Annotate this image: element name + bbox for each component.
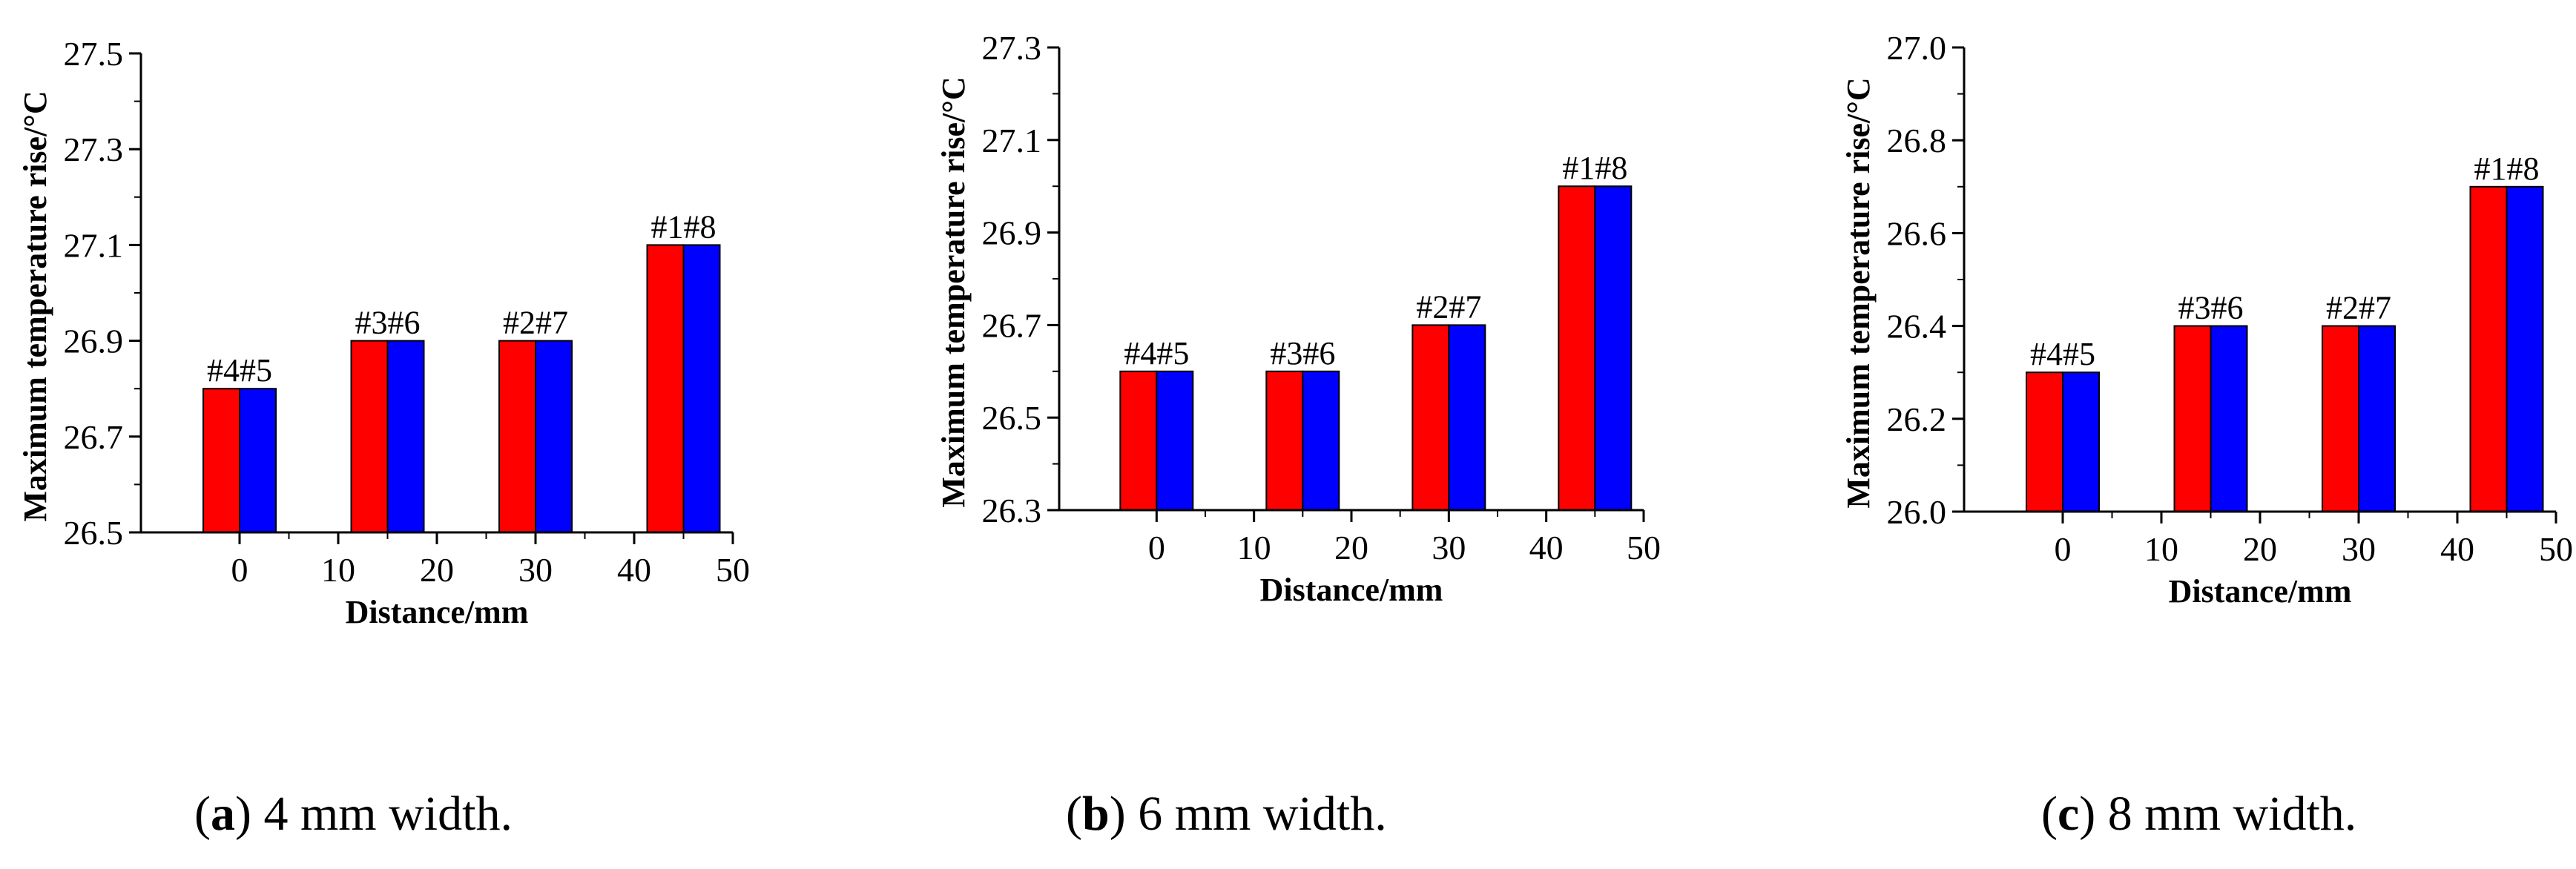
chart-b-ytick-label-1: 26.5 xyxy=(982,399,1042,437)
chart-b-xtick-label-3: 30 xyxy=(1432,529,1466,566)
chart-c-bar-2-a xyxy=(2322,325,2359,512)
chart-c-xtick-label-5: 50 xyxy=(2539,530,2573,568)
caption-a-label: a xyxy=(210,787,235,841)
chart-a-xtick-label-1: 10 xyxy=(321,551,355,589)
chart-c-ytick-label-1: 26.2 xyxy=(1887,400,1947,438)
chart-a-bar-label-1: #3#6 xyxy=(355,305,421,341)
chart-a-bar-0-a xyxy=(202,388,240,534)
chart-c-ylabel: Maximum temperature rise/°C xyxy=(1840,77,1877,508)
chart-a-xtick-label-4: 40 xyxy=(617,551,651,589)
chart-a-bar-1-b xyxy=(386,340,425,533)
chart-c-xtick-label-0: 0 xyxy=(2055,530,2072,568)
chart-c-bar-1-a xyxy=(2173,325,2212,512)
chart-b-ytick-label-5: 27.3 xyxy=(982,29,1042,67)
chart-a-ytick-label-5: 27.5 xyxy=(64,35,124,73)
chart-b-ylabel: Maximum temperature rise/°C xyxy=(935,76,972,507)
chart-b-ytick-label-3: 26.9 xyxy=(982,214,1042,252)
caption-a: (a) 4 mm width. xyxy=(194,787,513,841)
chart-a-ytick-label-4: 27.3 xyxy=(64,130,124,168)
chart-c-ytick-label-3: 26.6 xyxy=(1887,214,1947,252)
chart-a-ylabel: Maximum temperature rise/°C xyxy=(17,90,53,521)
chart-b-xtick-label-0: 0 xyxy=(1148,529,1165,566)
caption-b-label: b xyxy=(1081,787,1110,841)
chart-a-bar-2-a xyxy=(498,340,536,533)
chart-b-bar-2-a xyxy=(1411,324,1450,511)
chart-b-xtick-label-1: 10 xyxy=(1237,529,1271,566)
chart-b-ytick-label-2: 26.7 xyxy=(982,306,1042,344)
chart-b-xtick-label-5: 50 xyxy=(1627,529,1661,566)
chart-c-ytick-label-5: 27.0 xyxy=(1887,29,1947,67)
chart-b-bar-label-2: #2#7 xyxy=(1416,288,1481,325)
chart-a-ytick-label-0: 26.5 xyxy=(64,514,124,552)
chart-a-ytick-label-2: 26.9 xyxy=(64,323,124,360)
chart-a-xtick-label-0: 0 xyxy=(231,551,248,589)
chart-a-bar-2-b xyxy=(535,340,573,533)
chart-c-xtick-label-3: 30 xyxy=(2342,530,2376,568)
chart-c-bar-0-b xyxy=(2062,371,2100,513)
chart-c-xtick-label-2: 20 xyxy=(2243,530,2277,568)
chart-c-bar-3-b xyxy=(2506,185,2544,513)
chart-b-ytick-label-4: 27.1 xyxy=(982,122,1042,159)
chart-b-bar-1-a xyxy=(1265,370,1304,511)
chart-b-bar-label-1: #3#6 xyxy=(1270,335,1335,371)
chart-c-bar-1-b xyxy=(2210,325,2248,512)
chart-c-ytick-label-4: 26.8 xyxy=(1887,122,1947,159)
chart-b-bar-label-3: #1#8 xyxy=(1562,150,1627,186)
chart-a-xtick-label-3: 30 xyxy=(518,551,553,589)
chart-b-xtick-label-2: 20 xyxy=(1334,529,1368,566)
chart-c-xtick-label-1: 10 xyxy=(2144,530,2178,568)
chart-a-bar-label-2: #2#7 xyxy=(503,305,568,341)
caption-c-label: c xyxy=(2057,787,2080,841)
caption-c-text: 8 mm width. xyxy=(2095,787,2357,841)
caption-b: (b) 6 mm width. xyxy=(1066,787,1387,841)
chart-b-ytick-label-0: 26.3 xyxy=(982,492,1042,529)
chart-a-bar-3-b xyxy=(682,244,721,533)
chart-a-bar-label-3: #1#8 xyxy=(651,208,717,245)
chart-b-bar-label-0: #4#5 xyxy=(1124,335,1189,371)
chart-a-xtick-label-5: 50 xyxy=(716,551,750,589)
chart-c-bar-2-b xyxy=(2358,325,2396,512)
chart-c-bar-3-a xyxy=(2469,185,2508,513)
chart-c-bar-label-0: #4#5 xyxy=(2030,336,2095,372)
chart-a-ytick-label-3: 27.1 xyxy=(64,226,124,264)
chart-b-bar-0-a xyxy=(1119,370,1158,511)
chart-c-bar-label-2: #2#7 xyxy=(2326,290,2391,326)
chart-a-xtick-label-2: 20 xyxy=(420,551,454,589)
chart-a-ytick-label-1: 26.7 xyxy=(64,418,124,456)
chart-a-bar-3-a xyxy=(646,244,685,533)
chart-b-bar-2-b xyxy=(1448,324,1486,511)
caption-a-text: 4 mm width. xyxy=(251,787,513,841)
chart-b-bar-3-a xyxy=(1558,185,1596,511)
chart-a-bar-0-b xyxy=(239,388,277,534)
caption-b-text: 6 mm width. xyxy=(1125,787,1387,841)
chart-c-bar-0-a xyxy=(2026,371,2063,513)
chart-b-bar-0-b xyxy=(1156,370,1194,511)
chart-b-bar-1-b xyxy=(1302,370,1340,511)
chart-a-xlabel: Distance/mm xyxy=(346,594,529,630)
chart-a-bar-1-a xyxy=(350,340,389,533)
chart-a-bar-label-0: #4#5 xyxy=(207,352,272,389)
chart-c-bar-label-1: #3#6 xyxy=(2178,290,2244,326)
chart-c-ytick-label-2: 26.4 xyxy=(1887,308,1947,346)
chart-b-bar-3-b xyxy=(1594,185,1633,511)
chart-c-bar-label-3: #1#8 xyxy=(2474,151,2540,187)
caption-c: (c) 8 mm width. xyxy=(2041,787,2357,841)
chart-c-xlabel: Distance/mm xyxy=(2169,573,2352,609)
chart-c-ytick-label-0: 26.0 xyxy=(1887,493,1947,531)
chart-c-xtick-label-4: 40 xyxy=(2440,530,2474,568)
chart-b-xlabel: Distance/mm xyxy=(1260,572,1443,608)
chart-b-xtick-label-4: 40 xyxy=(1529,529,1564,566)
